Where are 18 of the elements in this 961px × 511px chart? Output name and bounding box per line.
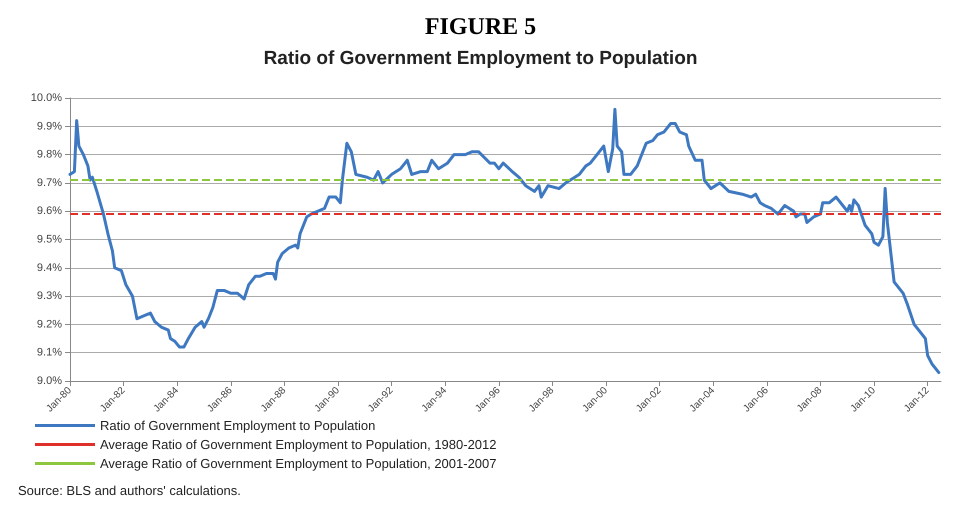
y-tick-label: 9.0% (36, 375, 62, 387)
y-tick-label: 9.4% (36, 262, 62, 274)
y-tick-label: 9.6% (36, 205, 62, 218)
y-tick-label: 9.8% (36, 148, 62, 161)
legend-label: Average Ratio of Government Employment to Population, 1980-2012 (100, 437, 496, 452)
chart-subtitle: Ratio of Government Employment to Population (264, 48, 698, 69)
chart-title: FIGURE 5 (424, 14, 536, 40)
y-tick-label: 9.3% (36, 290, 62, 302)
y-tick-label: 9.9% (36, 120, 62, 132)
legend-label: Ratio of Government Employment to Population (100, 418, 376, 433)
y-tick-label: 9.7% (36, 176, 62, 189)
y-tick-label: 9.2% (36, 318, 62, 330)
source-note: Source: BLS and authors' calculations. (18, 483, 241, 498)
legend-label: Average Ratio of Government Employment to Population, 2001-2007 (100, 456, 496, 471)
y-tick-label: 9.5% (36, 234, 62, 246)
y-tick-label: 9.1% (36, 346, 62, 359)
y-tick-label: 10.0% (30, 92, 62, 104)
line-series (68, 108, 940, 374)
